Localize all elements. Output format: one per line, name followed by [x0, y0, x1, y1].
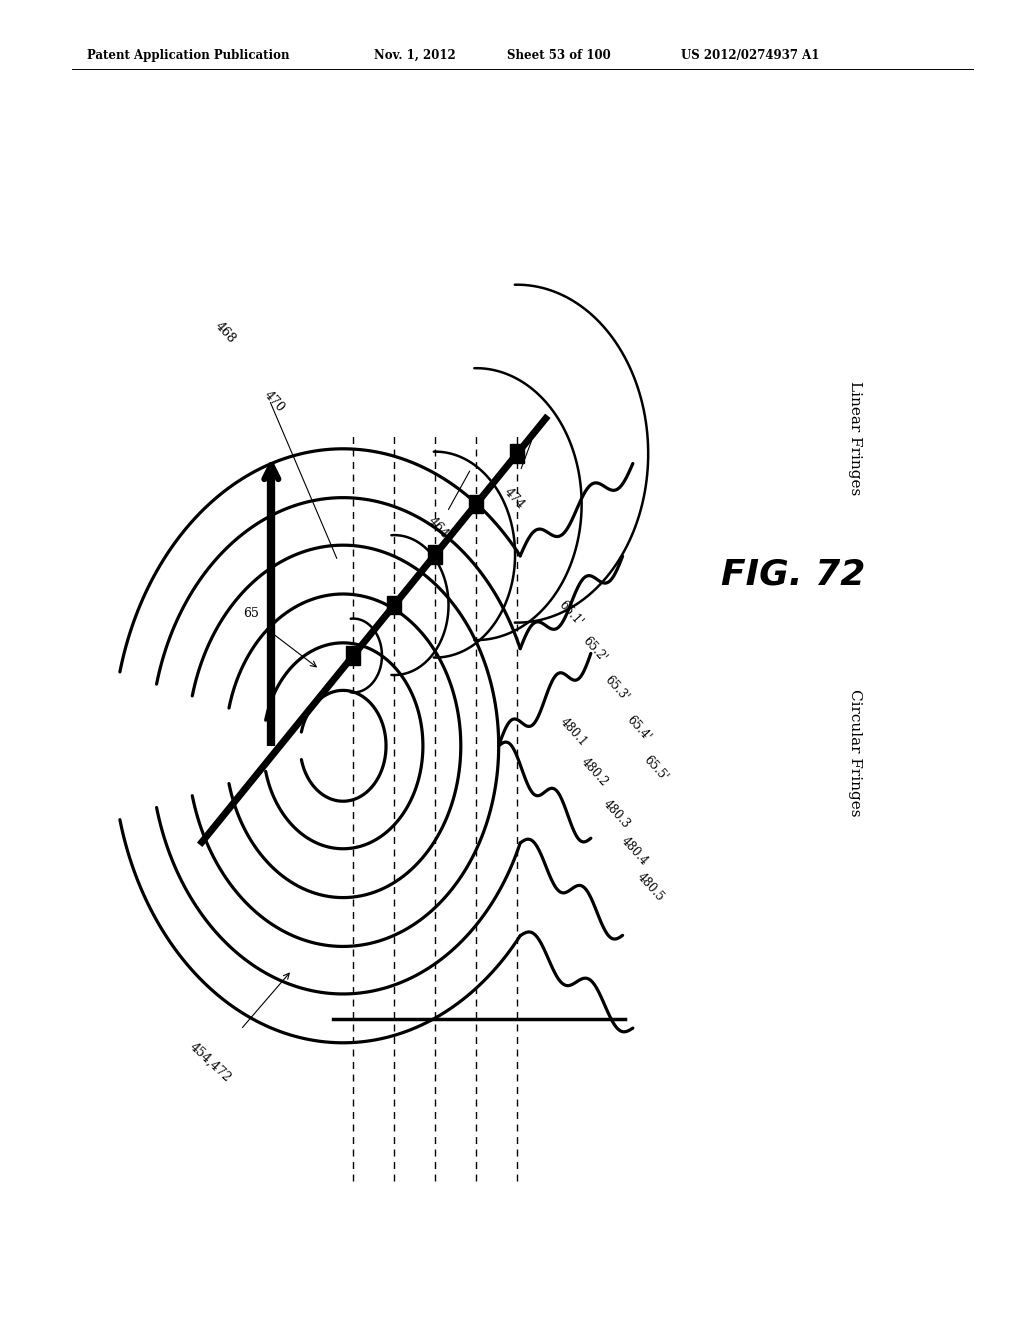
Text: 464: 464: [425, 471, 470, 541]
Text: 480.1: 480.1: [557, 715, 589, 750]
Text: 480.4: 480.4: [618, 834, 650, 869]
Text: 480.2: 480.2: [579, 755, 610, 789]
Text: 65.3': 65.3': [602, 673, 632, 705]
Text: 480.5: 480.5: [635, 870, 667, 904]
Bar: [510, 445, 524, 463]
Text: 454,472: 454,472: [186, 1040, 233, 1085]
Text: 65: 65: [243, 607, 259, 620]
Text: 65.4': 65.4': [624, 713, 653, 744]
Text: 468: 468: [212, 319, 239, 346]
Bar: [469, 495, 483, 513]
Text: Nov. 1, 2012: Nov. 1, 2012: [374, 49, 456, 62]
Text: 480.3: 480.3: [600, 797, 632, 832]
Text: 65.2': 65.2': [580, 634, 609, 665]
Text: Sheet 53 of 100: Sheet 53 of 100: [507, 49, 610, 62]
Bar: [387, 595, 401, 614]
Text: 65.5': 65.5': [641, 752, 671, 784]
Text: FIG. 72: FIG. 72: [722, 557, 865, 591]
Text: Linear Fringes: Linear Fringes: [848, 381, 862, 495]
Bar: [428, 545, 442, 564]
Bar: [346, 647, 360, 665]
Text: Patent Application Publication: Patent Application Publication: [87, 49, 290, 62]
Text: 470: 470: [261, 388, 288, 414]
Text: 65.1': 65.1': [556, 598, 586, 630]
Text: 474: 474: [501, 486, 527, 512]
Text: US 2012/0274937 A1: US 2012/0274937 A1: [681, 49, 819, 62]
Text: Circular Fringes: Circular Fringes: [848, 689, 862, 816]
